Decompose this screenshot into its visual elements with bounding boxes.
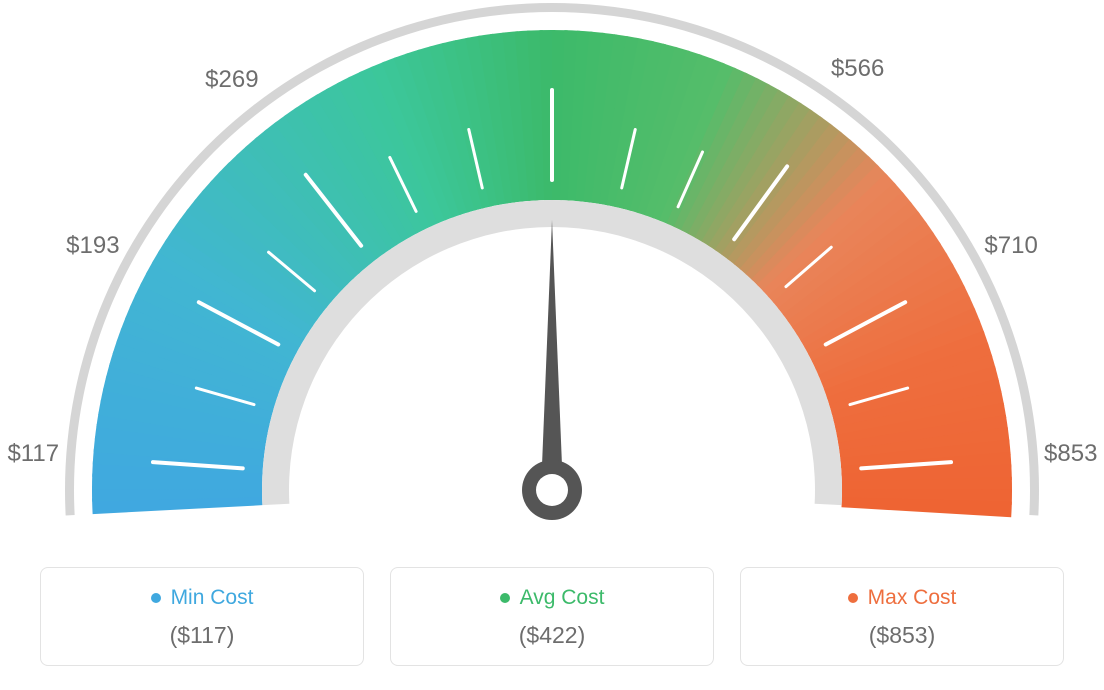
gauge-tick-label: $193 <box>66 232 119 260</box>
legend-label-max: Max Cost <box>868 586 957 610</box>
legend-title-max: Max Cost <box>848 586 957 610</box>
legend-dot-max <box>848 593 858 603</box>
gauge-tick-label: $566 <box>831 55 884 83</box>
gauge-svg <box>0 0 1104 560</box>
gauge-chart: $117$193$269$422$566$710$853 <box>0 0 1104 560</box>
legend-card-avg: Avg Cost ($422) <box>390 567 714 666</box>
gauge-tick-label: $269 <box>205 66 258 94</box>
gauge-tick-label: $853 <box>1044 440 1097 468</box>
legend-title-min: Min Cost <box>151 586 254 610</box>
legend-value-avg: ($422) <box>401 622 703 649</box>
legend-row: Min Cost ($117) Avg Cost ($422) Max Cost… <box>40 567 1064 666</box>
legend-value-max: ($853) <box>751 622 1053 649</box>
legend-dot-avg <box>500 593 510 603</box>
gauge-tick-label: $710 <box>984 232 1037 260</box>
legend-card-min: Min Cost ($117) <box>40 567 364 666</box>
legend-dot-min <box>151 593 161 603</box>
legend-title-avg: Avg Cost <box>500 586 605 610</box>
legend-label-min: Min Cost <box>171 586 254 610</box>
legend-value-min: ($117) <box>51 622 353 649</box>
gauge-tick-label: $117 <box>7 440 59 468</box>
legend-label-avg: Avg Cost <box>520 586 605 610</box>
legend-card-max: Max Cost ($853) <box>740 567 1064 666</box>
